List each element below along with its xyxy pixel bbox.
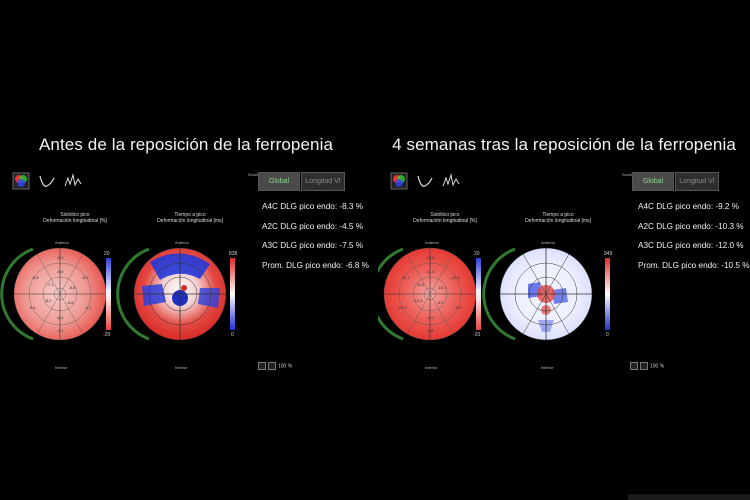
waveform-icon[interactable] xyxy=(442,172,460,192)
zoom-out-icon[interactable] xyxy=(258,362,266,370)
panel-title: 4 semanas tras la reposición de la ferro… xyxy=(392,135,736,154)
zoom-control[interactable]: 100 % xyxy=(630,362,664,370)
svg-text:-11.2: -11.2 xyxy=(426,269,436,274)
zoom-control[interactable]: 100 % xyxy=(258,362,292,370)
scale-min-2: 0 xyxy=(231,332,234,338)
panel-after: 4 semanas tras la reposición de la ferro… xyxy=(378,124,750,374)
stat-a3c: A3C DLG pico endo: -12.0 % xyxy=(638,241,744,250)
axis-inferior-2: Inferior xyxy=(175,365,188,370)
svg-text:-7.1: -7.1 xyxy=(47,282,55,287)
svg-text:-13.8: -13.8 xyxy=(425,255,435,260)
svg-text:-6.4: -6.4 xyxy=(57,315,65,320)
svg-text:-10.8: -10.8 xyxy=(450,275,460,280)
tab-global[interactable]: Global xyxy=(632,172,674,191)
toolbar xyxy=(12,172,102,194)
svg-text:-13.0: -13.0 xyxy=(397,305,407,310)
strain-curve-icon[interactable] xyxy=(38,172,56,192)
scale-max-1: 20 xyxy=(474,251,480,257)
strain-stats: A4C DLG pico endo: -9.2 % A2C DLG pico e… xyxy=(638,202,750,280)
svg-text:-8.4: -8.4 xyxy=(427,328,435,333)
scale-max-1: 20 xyxy=(104,251,110,257)
zoom-out-icon[interactable] xyxy=(630,362,638,370)
scale-min-1: -20 xyxy=(103,332,111,338)
stat-a3c: A3C DLG pico endo: -7.5 % xyxy=(262,241,364,250)
svg-text:-4.7: -4.7 xyxy=(57,328,65,333)
stat-a4c: A4C DLG pico endo: -8.3 % xyxy=(262,202,364,211)
bullseye-strain-caption: Sistólico pico Deformación longitudinal … xyxy=(43,212,107,224)
stat-average: Prom. DLG pico endo: -10.5 % xyxy=(638,260,750,270)
stat-average: Prom. DLG pico endo: -6.8 % xyxy=(262,260,369,270)
tab-longitud-vi[interactable]: Longitud VI xyxy=(675,172,719,191)
svg-text:-8.6: -8.6 xyxy=(32,275,40,280)
tab-global[interactable]: Global xyxy=(258,172,300,191)
time-to-peak-bullseye xyxy=(482,247,610,341)
bullseye-time-caption: Tiempo a pico Deformación longitudinal [… xyxy=(525,212,591,224)
svg-text:-8.2: -8.2 xyxy=(45,298,53,303)
bullseye-time-caption: Tiempo a pico Deformación longitudinal [… xyxy=(157,212,223,224)
waveform-icon[interactable] xyxy=(64,172,82,192)
axis-inferior-2: Inferior xyxy=(541,365,554,370)
scale-max-2: 849 xyxy=(604,251,613,257)
color-map-icon[interactable] xyxy=(12,172,30,192)
axis-anterior-2: Anterior xyxy=(541,240,556,245)
strain-stats: A4C DLG pico endo: -8.3 % A2C DLG pico e… xyxy=(262,202,369,280)
stat-a2c: A2C DLG pico endo: -4.5 % xyxy=(262,221,364,231)
svg-text:-9.0: -9.0 xyxy=(29,305,37,310)
zoom-in-icon[interactable] xyxy=(640,362,648,370)
axis-anterior-1: Anterior xyxy=(425,240,440,245)
strain-bullseye: -13.8 -11.2 -10.8 -12.1 -9.6 -13.0 -9.9 -8.4 -… xyxy=(378,247,481,341)
time-to-peak-bullseye xyxy=(116,247,235,341)
bullseye-charts: -13.8 -11.2 -10.8 -12.1 -9.6 -13.0 -9.9 -8.4 -… xyxy=(378,247,610,341)
svg-text:-6.3: -6.3 xyxy=(57,255,65,260)
svg-text:-9.6: -9.6 xyxy=(455,305,463,310)
stat-a4c: A4C DLG pico endo: -9.2 % xyxy=(638,202,740,211)
zoom-in-icon[interactable] xyxy=(268,362,276,370)
color-map-icon[interactable] xyxy=(390,172,408,192)
stat-a2c: A2C DLG pico endo: -10.3 % xyxy=(638,221,744,231)
strain-bullseye: -6.3 -8.8 -8.9 -8.6 -9.2 -9.0 -6.4 -4.7 -6.8 -… xyxy=(0,247,111,341)
scroll-label: Scroll xyxy=(248,172,259,177)
scroll-label: Scroll xyxy=(622,172,633,177)
svg-text:-8.8: -8.8 xyxy=(57,269,65,274)
septal-arc xyxy=(0,247,34,341)
panel-title: Antes de la reposición de la ferropenia xyxy=(38,135,334,154)
svg-text:-9.2: -9.2 xyxy=(85,305,93,310)
svg-text:-5.6: -5.6 xyxy=(67,300,75,305)
bullseye-strain-caption: Sistólico pico Deformación longitudinal … xyxy=(413,212,477,224)
tab-longitud-vi[interactable]: Longitud VI xyxy=(301,172,345,191)
panel-before: Antes de la reposición de la ferropenia … xyxy=(0,124,372,374)
scale-max-2: 838 xyxy=(229,251,238,257)
footer-strip xyxy=(628,494,750,500)
svg-text:-8.9: -8.9 xyxy=(82,275,90,280)
axis-inferior-1: Inferior xyxy=(425,365,438,370)
bullseye-charts: -6.3 -8.8 -8.9 -8.6 -9.2 -9.0 -6.4 -4.7 -6.8 -… xyxy=(0,247,235,341)
scale-min-2: 0 xyxy=(606,332,609,338)
svg-text:-12.5: -12.5 xyxy=(413,298,423,303)
toolbar xyxy=(390,172,480,194)
axis-anterior-1: Anterior xyxy=(55,240,70,245)
svg-text:-11.6: -11.6 xyxy=(416,282,426,287)
svg-text:-12.1: -12.1 xyxy=(400,275,410,280)
axis-anterior-2: Anterior xyxy=(175,240,190,245)
svg-text:-9.1: -9.1 xyxy=(437,300,445,305)
scale-min-1: -20 xyxy=(473,332,481,338)
svg-text:-9.9: -9.9 xyxy=(427,315,435,320)
svg-text:-6.8: -6.8 xyxy=(69,285,77,290)
strain-curve-icon[interactable] xyxy=(416,172,434,192)
svg-text:-10.7: -10.7 xyxy=(437,285,447,290)
septal-arc-2 xyxy=(116,247,150,341)
axis-inferior-1: Inferior xyxy=(55,365,68,370)
